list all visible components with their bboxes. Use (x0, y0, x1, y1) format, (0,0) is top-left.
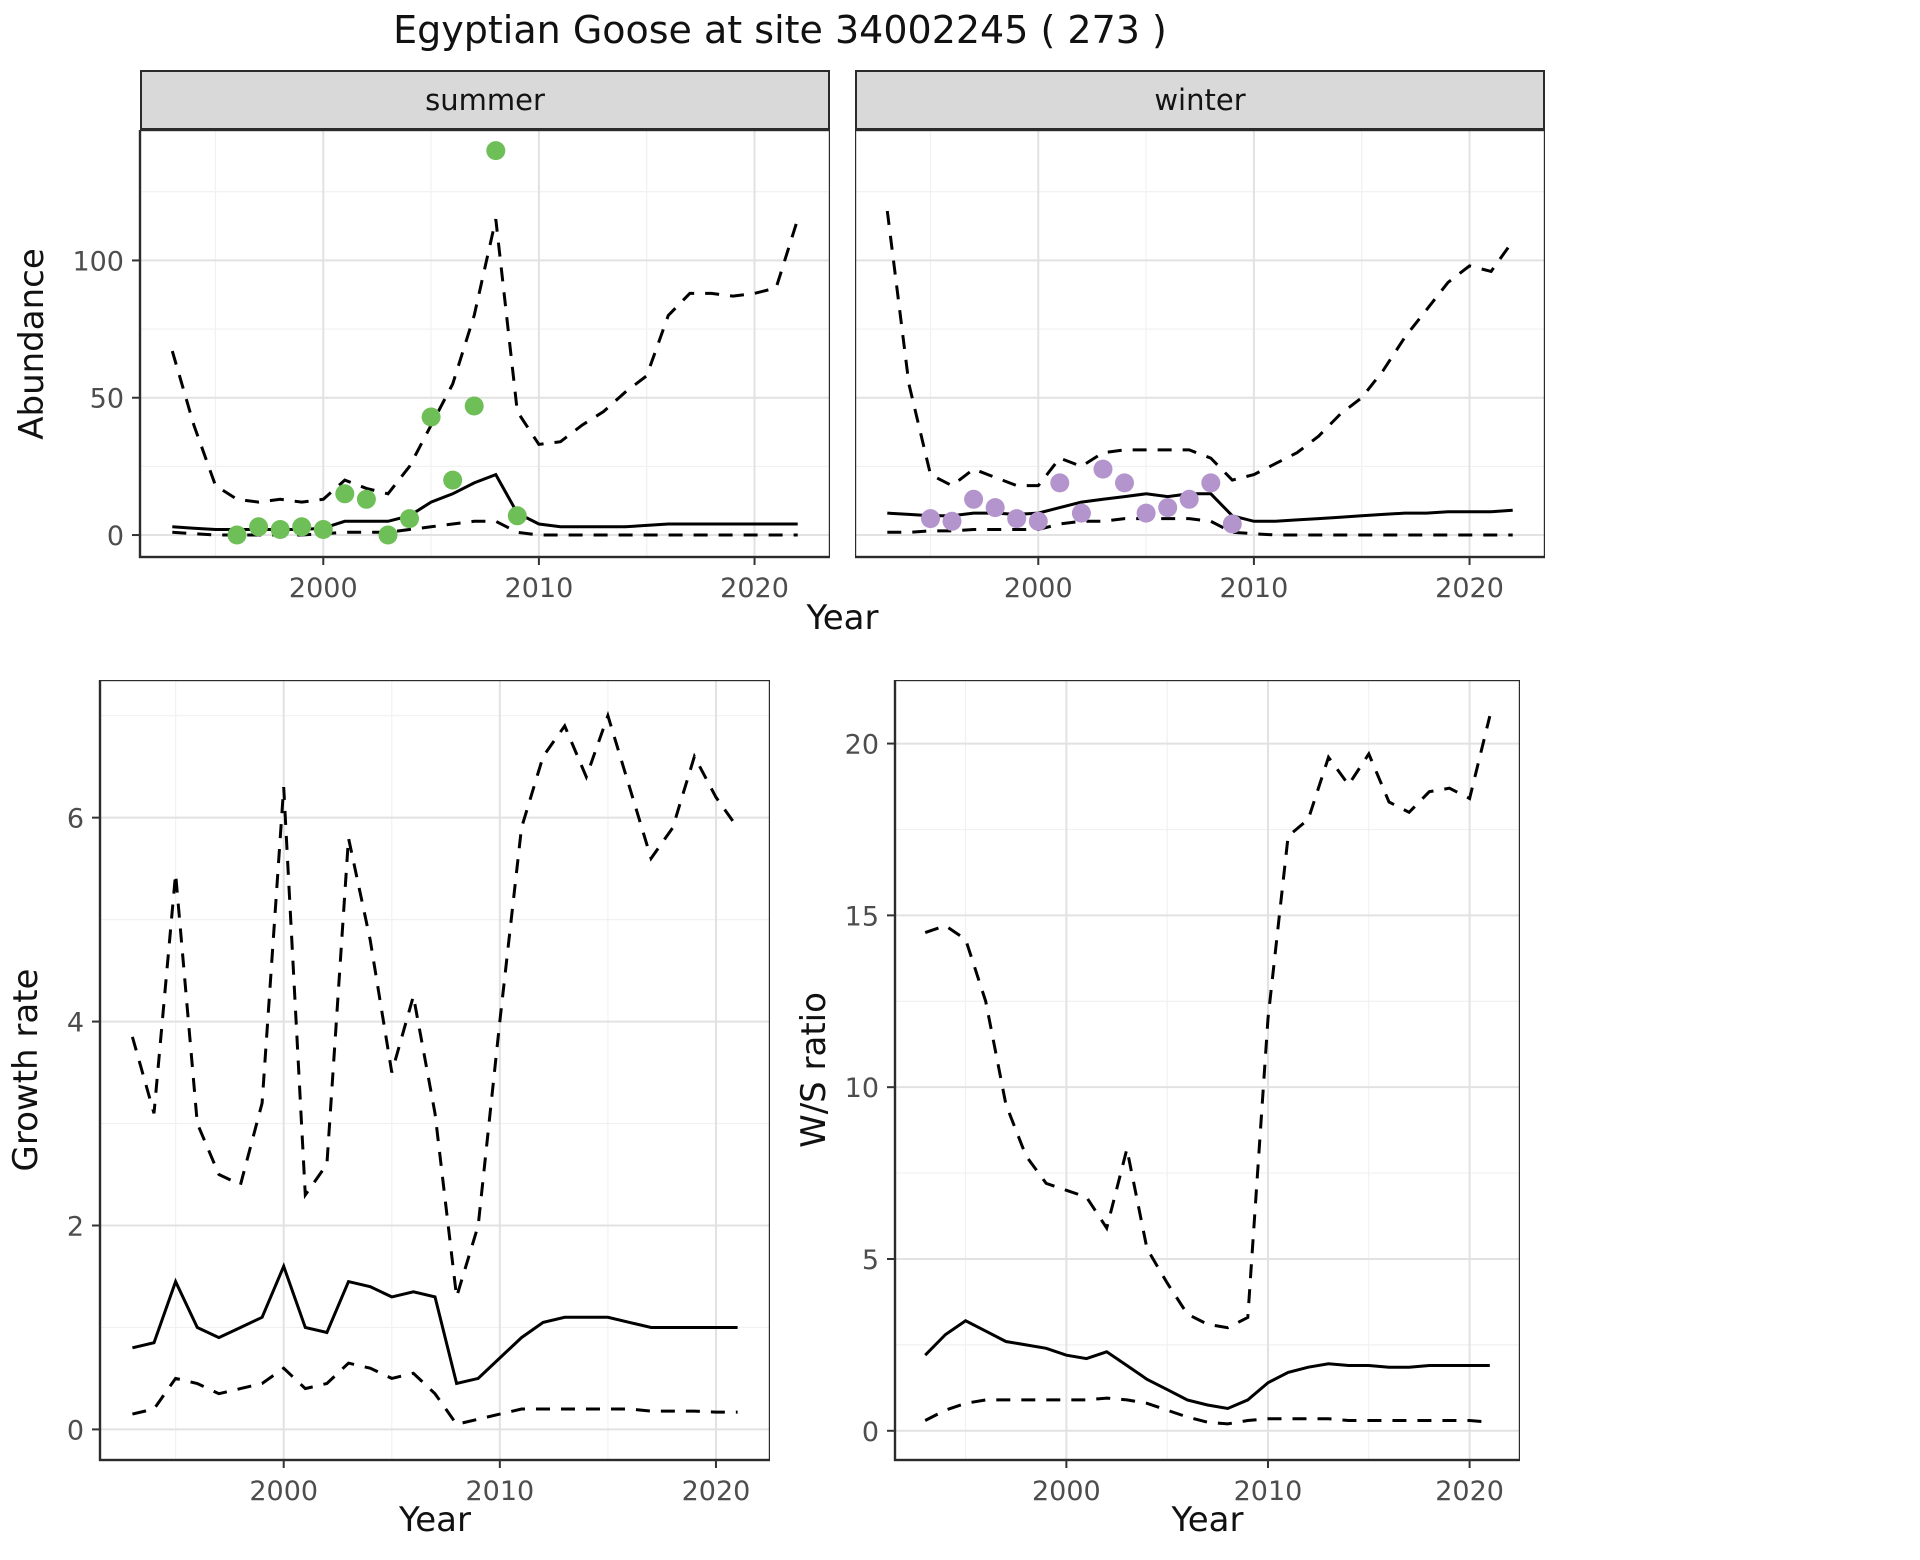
observed-winter-point (1071, 503, 1091, 523)
ws-ratio-chart: 2000 2010 2020 0 5 10 15 20 (845, 680, 1520, 1507)
y-tick-label: 15 (845, 901, 879, 932)
panel-border (98, 680, 770, 1462)
panel-border (893, 680, 1520, 1462)
abundance-summer-chart: 2000 2010 2020 0 50 100 (72, 130, 830, 604)
y-tick-label: 6 (67, 804, 84, 835)
fitted-line (132, 1262, 738, 1386)
x-tick-label: 2020 (1435, 1476, 1504, 1507)
observed-summer-point (227, 525, 247, 545)
observed-summer-point (292, 517, 312, 537)
y-tick-label: 2 (67, 1211, 84, 1242)
observed-winter-point (1115, 473, 1134, 493)
observed-summer-point (378, 525, 398, 545)
y-tick-label: 100 (72, 246, 124, 277)
observed-summer-point (270, 520, 290, 539)
upper-ci-line (130, 710, 739, 1298)
x-tick-label: 2000 (1004, 573, 1073, 604)
x-tick-label: 2000 (289, 573, 358, 604)
observed-summer-point (400, 509, 419, 529)
observed-winter-point (1158, 498, 1178, 518)
observed-winter-point (1093, 459, 1113, 479)
ws-ratio-x-axis-title: Year (1171, 1500, 1244, 1540)
x-tick-label: 2020 (720, 573, 789, 604)
y-tick-label: 0 (67, 1415, 84, 1446)
observed-summer-point (356, 489, 376, 509)
figure-title: Egyptian Goose at site 34002245 ( 273 ) (393, 8, 1167, 52)
upper-ci-line (885, 210, 1514, 488)
x-tick-label: 2010 (505, 573, 574, 604)
lower-ci-line (887, 517, 1513, 537)
y-tick-label: 20 (845, 730, 879, 761)
y-tick-label: 10 (845, 1073, 879, 1104)
x-tick-label: 2010 (1220, 573, 1289, 604)
panel-background (100, 680, 770, 1460)
lower-ci-line (924, 1396, 1490, 1426)
observed-winter-point (1028, 511, 1048, 531)
observed-winter-point (921, 509, 940, 529)
observed-winter-point (1222, 514, 1242, 534)
upper-ci-line (170, 218, 800, 504)
x-tick-label: 2010 (1234, 1476, 1303, 1507)
observed-summer-point (335, 484, 355, 504)
observed-summer-point (443, 470, 463, 490)
observed-summer-point (249, 517, 269, 537)
x-tick-label: 2020 (682, 1476, 751, 1507)
observed-summer-point (507, 506, 527, 526)
x-tick-label: 2000 (249, 1476, 318, 1507)
x-tick-label: 2020 (1435, 573, 1504, 604)
y-tick-label: 50 (90, 384, 124, 415)
y-tick-label: 0 (107, 521, 124, 552)
facet-strip-summer-label: summer (425, 83, 545, 117)
y-tick-label: 5 (862, 1245, 879, 1276)
growth-rate-x-axis-title: Year (399, 1500, 471, 1540)
x-tick-label: 2000 (1032, 1476, 1101, 1507)
observed-summer-point (486, 141, 506, 161)
observed-summer-point (421, 407, 441, 427)
panel-border (855, 130, 1545, 559)
facet-strip-winter: winter (855, 70, 1545, 130)
lower-ci-line (132, 1361, 738, 1426)
panel-border (138, 130, 830, 559)
observed-summer-point (313, 520, 333, 539)
facet-strip-winter-label: winter (1154, 83, 1246, 117)
observed-winter-point (1179, 489, 1199, 509)
top-x-axis-title: Year (806, 598, 879, 638)
observed-winter-point (1136, 503, 1156, 523)
observed-winter-point (1050, 473, 1070, 493)
observed-winter-point (1007, 509, 1027, 529)
observed-summer-point (464, 396, 484, 416)
upper-ci-line (924, 715, 1492, 1330)
y-tick-label: 4 (67, 1008, 84, 1039)
observed-winter-point (1201, 473, 1221, 493)
abundance-winter-chart: 2000 2010 2020 (855, 130, 1545, 604)
observed-winter-point (964, 489, 984, 509)
facet-strip-summer: summer (140, 70, 830, 130)
growth-rate-chart: 2000 2010 2020 0 2 4 6 (67, 680, 770, 1507)
observed-winter-point (942, 511, 962, 531)
y-tick-label: 0 (862, 1417, 879, 1448)
fitted-line (924, 1319, 1490, 1411)
panel-background (895, 680, 1520, 1460)
panel-background (140, 130, 830, 557)
x-tick-label: 2010 (465, 1476, 534, 1507)
panel-background (855, 130, 1545, 557)
observed-winter-point (985, 498, 1005, 518)
